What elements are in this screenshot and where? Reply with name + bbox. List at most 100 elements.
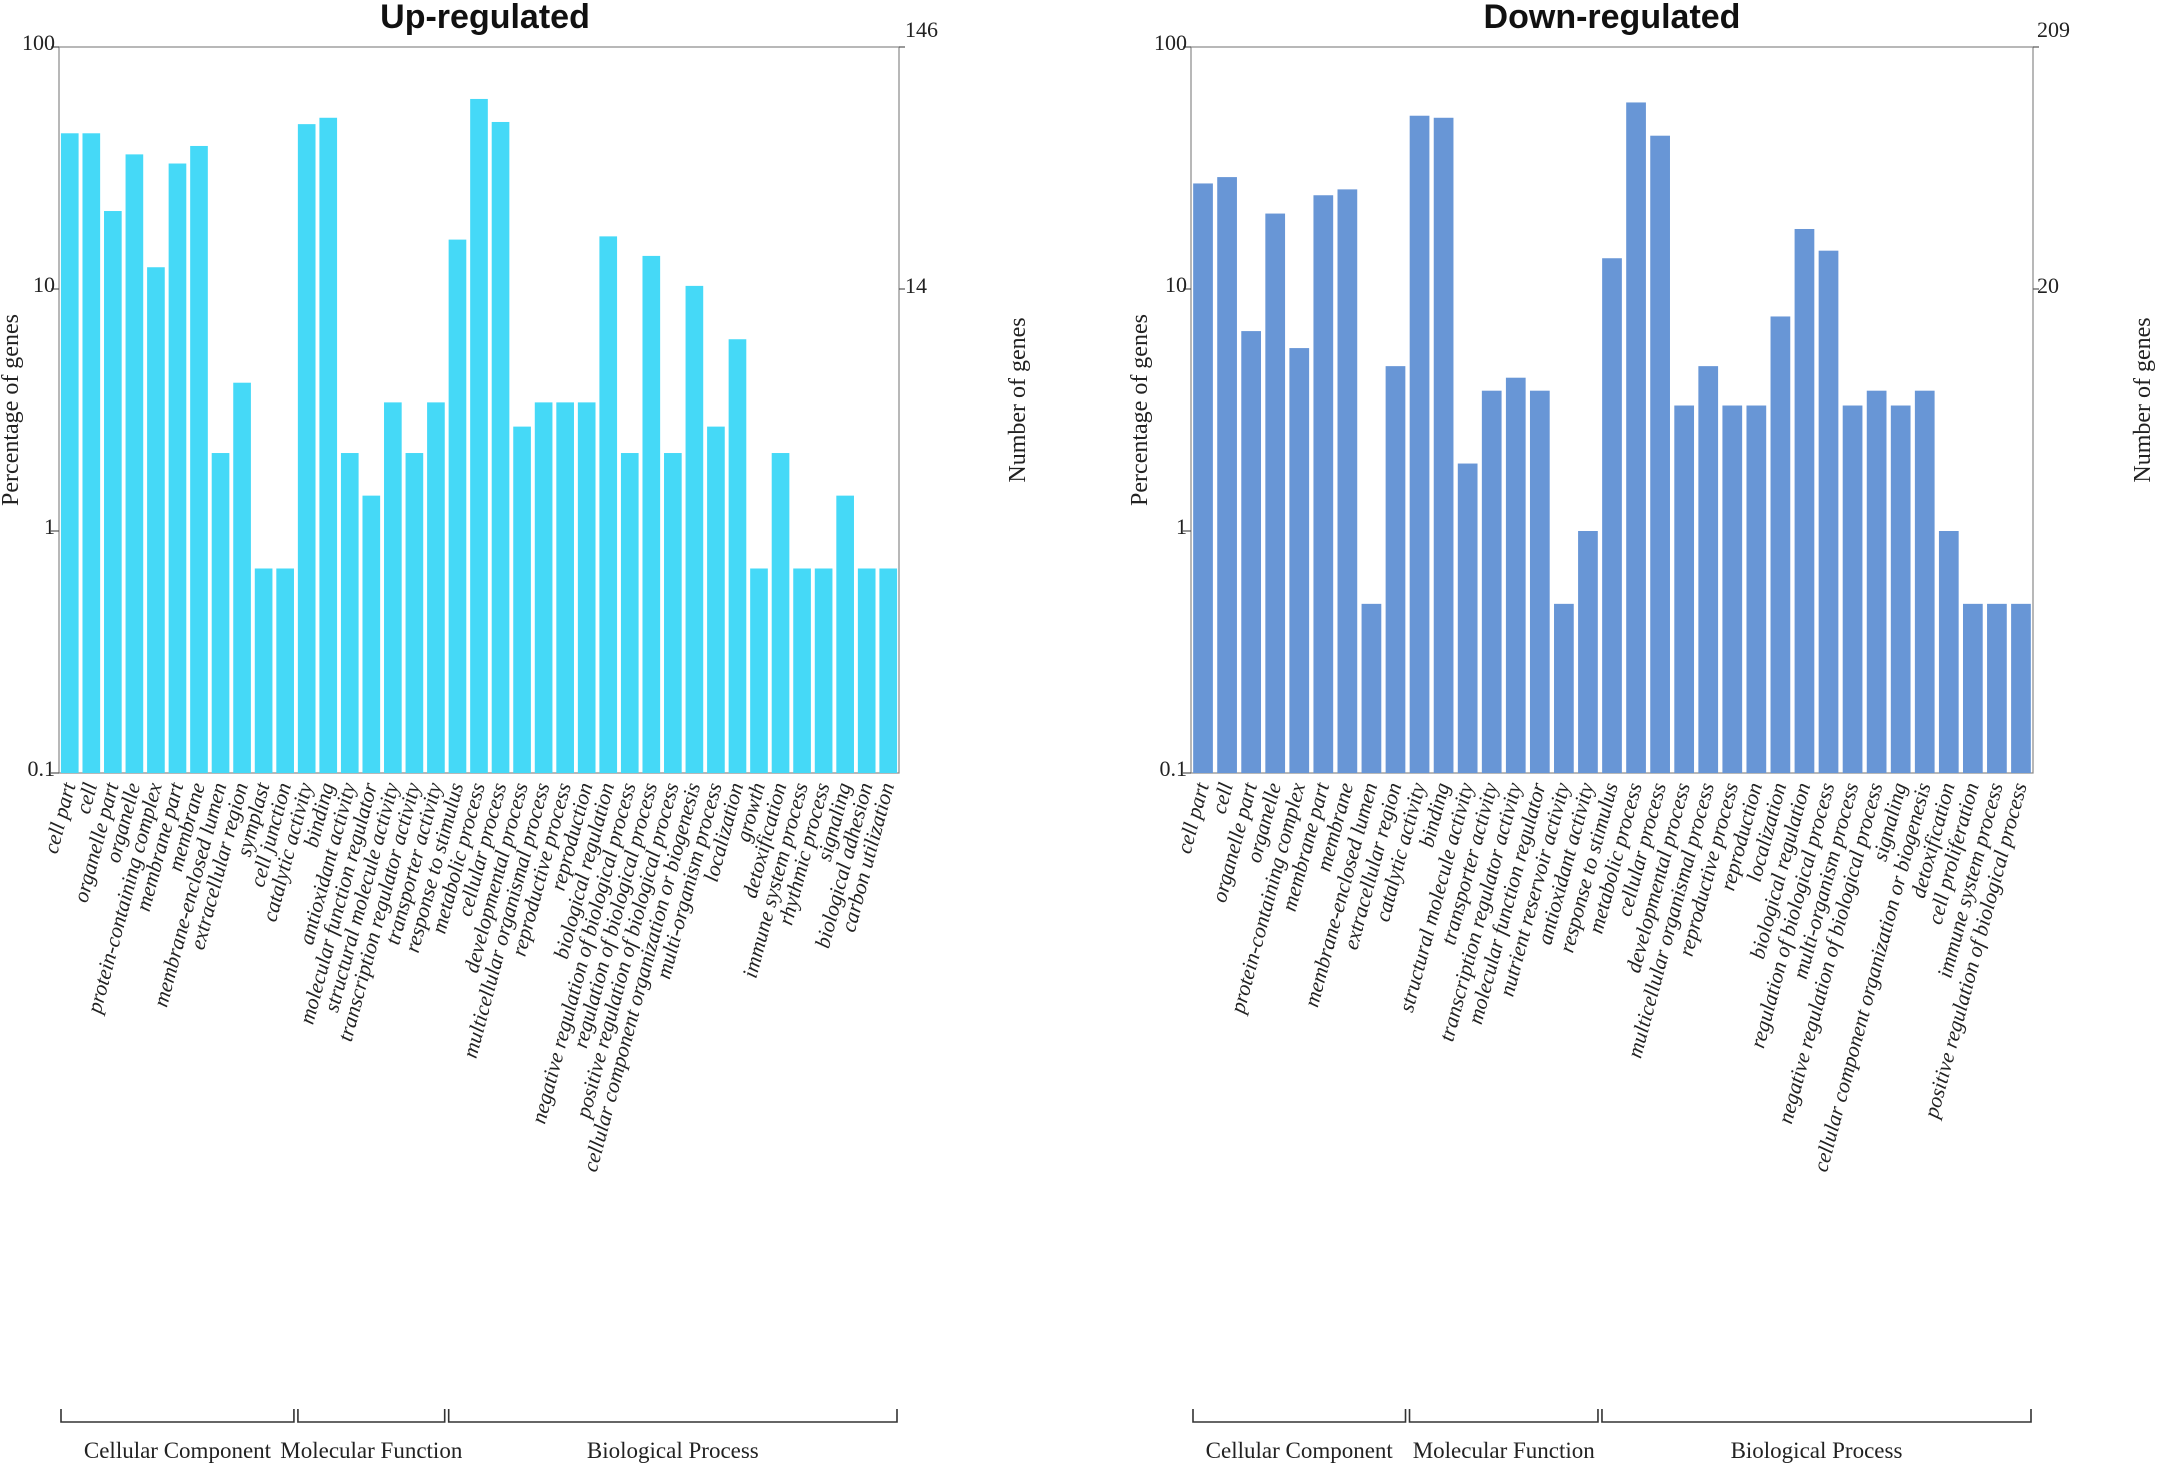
bar [1626,102,1646,774]
bar [771,453,790,773]
group-label: Molecular Function [280,1438,463,1463]
bar [319,117,338,774]
bar [1818,250,1839,773]
bar [879,568,898,773]
bar [728,339,747,773]
bar [599,236,618,773]
bar [491,121,510,774]
bar [82,133,101,774]
bar [1385,366,1406,773]
bar [1554,603,1574,773]
y-tick-label: 1 [44,514,55,539]
category-label: cell part [1172,779,1214,856]
bar [254,568,273,773]
bar [1914,390,1935,773]
bar [1217,177,1237,774]
bar [750,568,768,773]
bar [1722,405,1743,773]
group-bracket [297,1409,446,1423]
bar [1866,390,1887,773]
group-label: Cellular Component [1206,1438,1394,1463]
bar [276,568,294,773]
bar [1361,603,1382,773]
bar [814,568,833,773]
bar [1842,405,1863,773]
bar [1265,213,1286,774]
group-bracket [60,1409,295,1423]
bar [125,154,144,773]
bar [1289,348,1310,773]
bar [1987,603,2007,773]
y2-tick-label: 20 [2037,273,2059,298]
y2-tick-label: 14 [905,273,927,298]
bar [707,426,725,773]
bar [1505,377,1526,773]
y-axis-title: Percentage of genes [0,314,24,506]
bar [1698,366,1719,773]
bar [60,133,79,774]
group-label: Molecular Function [1413,1438,1596,1463]
bar [1313,195,1334,774]
bar [1890,405,1911,773]
y2-tick-label: 209 [2037,17,2070,42]
down-regulated-chart: Down-regulated 0.1 1 10 100 20 209 Percentage o… [1127,0,2156,1463]
bar [1770,316,1791,773]
bar [405,453,424,773]
bar [1529,390,1550,773]
group-bracket [1408,1409,1599,1423]
bar [2011,603,2031,773]
bar [448,239,467,773]
bar [836,495,854,773]
y-tick-label: 10 [1165,272,1187,297]
y-tick-label: 100 [22,30,55,55]
bar [1746,405,1767,773]
y-tick-label: 1 [1176,514,1187,539]
y-tick-label: 10 [33,272,55,297]
bar [427,402,445,773]
bar [1674,405,1695,773]
bar [1193,183,1213,774]
bar [1938,531,1959,773]
bar [1457,463,1478,773]
bar [577,402,596,773]
group-label: Biological Process [1731,1438,1903,1463]
bar [168,163,187,773]
bar [1241,331,1262,773]
y2-axis-title: Number of genes [1005,317,1031,482]
y2-tick-label: 146 [905,17,938,42]
bar [190,145,208,773]
y-tick-label: 100 [1154,30,1187,55]
bar [147,267,165,773]
bar [556,402,574,773]
bar [620,453,639,773]
group-label: Biological Process [587,1438,759,1463]
group-bracket [447,1409,898,1423]
bar [857,568,876,773]
bar [685,285,704,773]
bar [104,211,122,773]
bar [297,124,316,773]
group-label: Cellular Component [84,1438,272,1463]
y-tick-label: 0.1 [28,756,56,781]
bar [513,426,531,773]
chart-title: Up-regulated [380,0,590,36]
bar [1650,135,1670,774]
bar [642,255,661,773]
y-tick-label: 0.1 [1160,756,1188,781]
bar [534,402,553,773]
group-bracket [1192,1409,1407,1423]
up-regulated-chart: Up-regulated 0.1 1 10 100 14 146 Percentage of … [0,0,1031,1463]
category-label: cell part [39,779,81,856]
bar [664,453,682,773]
bar [1578,531,1598,773]
group-bracket [1601,1409,2032,1423]
bar [340,453,359,773]
bar [1962,603,1983,773]
bar [1409,115,1430,774]
bar [233,382,251,773]
y-axis-title: Percentage of genes [1127,314,1153,506]
bar [362,495,381,773]
chart-title: Down-regulated [1484,0,1741,36]
bar [1481,390,1502,773]
